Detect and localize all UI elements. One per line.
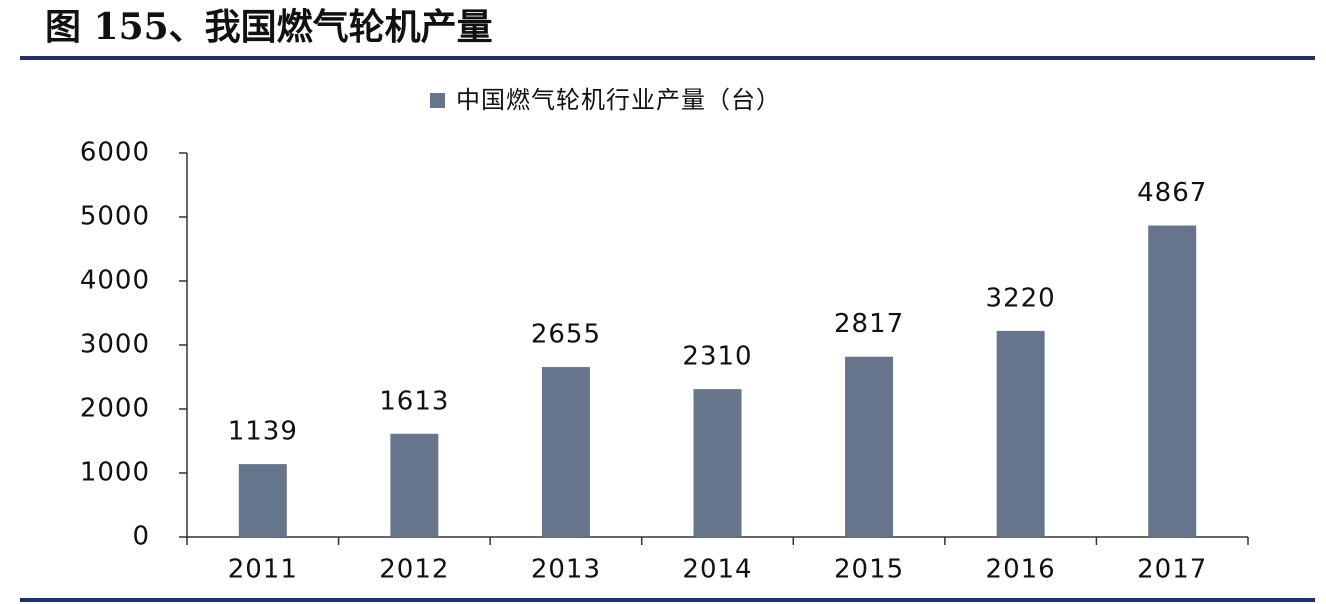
legend-swatch [430,93,445,108]
y-tick-label: 4000 [80,266,150,296]
bar [1148,225,1197,537]
value-label: 4867 [1137,178,1207,208]
value-label: 2310 [682,342,752,372]
y-tick-label: 5000 [80,202,150,232]
x-tick-label: 2013 [531,555,601,585]
y-tick-label: 3000 [80,330,150,360]
footer-rule [20,598,1315,602]
y-tick-label: 2000 [80,394,150,424]
x-tick-label: 2015 [834,555,904,585]
value-label: 3220 [986,283,1056,313]
bar [238,464,287,537]
y-tick-label: 0 [132,522,150,552]
x-tick-label: 2016 [986,555,1056,585]
bar [845,356,894,537]
x-tick-label: 2014 [682,555,752,585]
bar [693,389,742,537]
legend-label: 中国燃气轮机行业产量（台） [456,86,781,114]
value-label: 1613 [379,386,449,416]
x-tick-label: 2011 [228,555,298,585]
y-tick-label: 6000 [80,138,150,168]
value-label: 1139 [228,417,298,447]
x-tick-label: 2012 [379,555,449,585]
value-label: 2655 [531,320,601,350]
y-tick-label: 1000 [80,458,150,488]
chart-title: 图 155、我国燃气轮机产量 [45,6,493,48]
value-label: 2817 [834,309,904,339]
bar [541,367,590,537]
bar [996,330,1045,537]
header-rule [20,56,1315,60]
bar [390,433,439,537]
x-tick-label: 2017 [1137,555,1207,585]
